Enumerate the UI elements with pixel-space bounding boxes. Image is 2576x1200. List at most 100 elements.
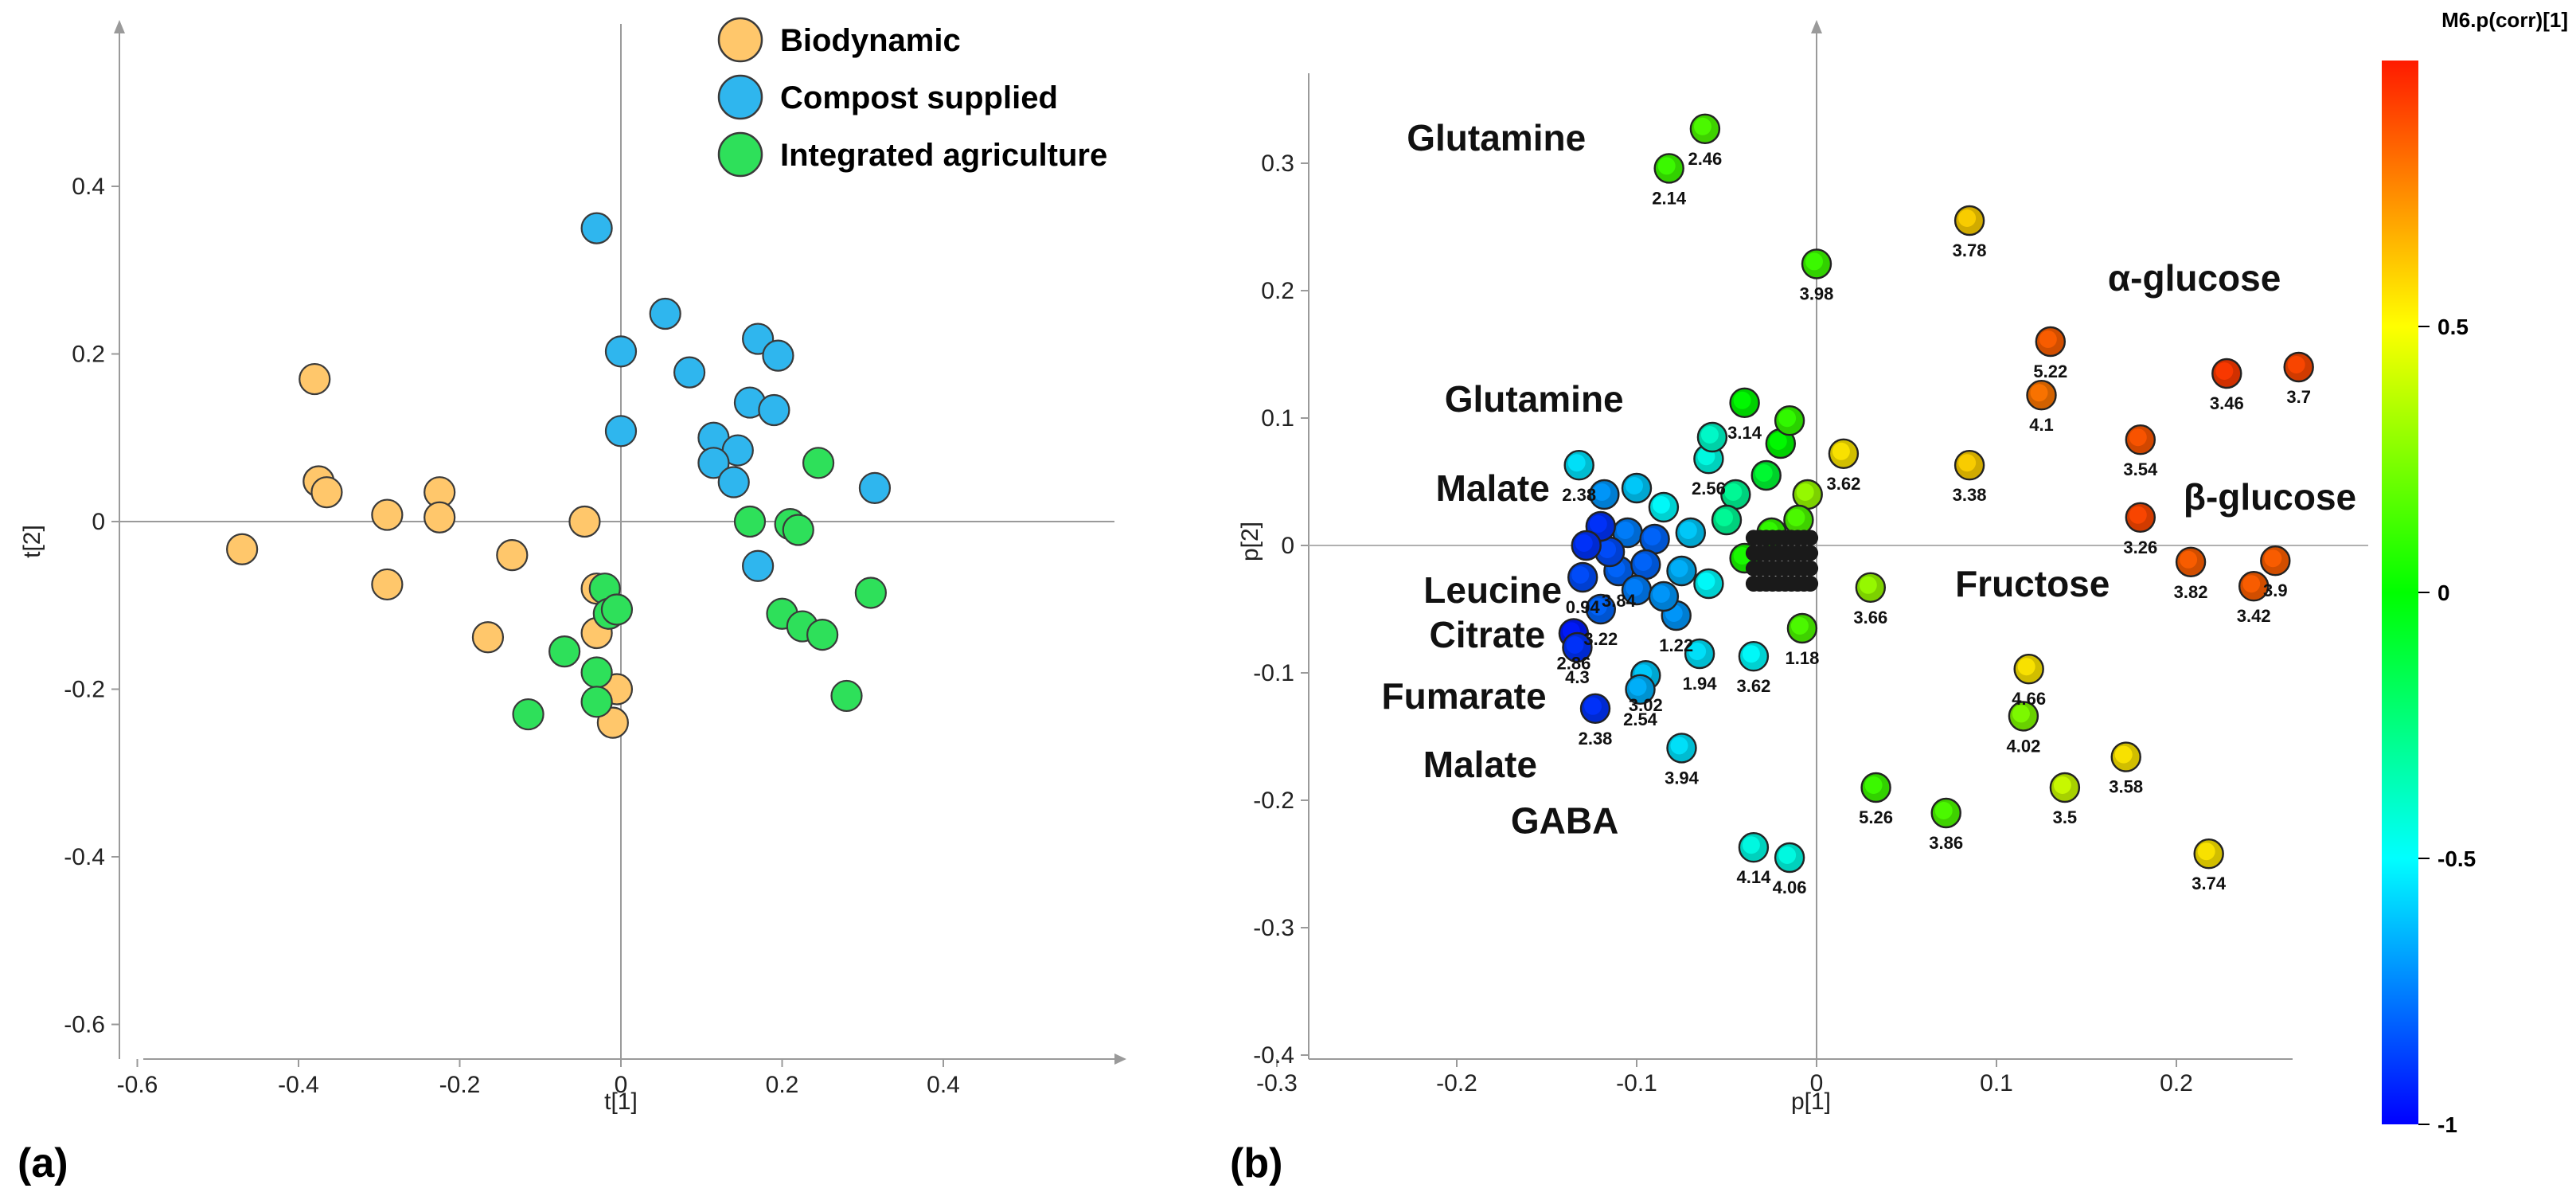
colorbar-tick-label: 0 bbox=[2437, 580, 2450, 605]
cluster-point bbox=[1802, 576, 1819, 592]
point-compost-supplied bbox=[580, 212, 613, 244]
metabolite-label: GABA bbox=[1511, 800, 1618, 842]
point-compost-supplied bbox=[697, 447, 730, 479]
loading-point-highlight bbox=[1652, 496, 1670, 514]
panel-a-y-tick-label: 0.2 bbox=[72, 342, 105, 368]
panel-b-axes: -0.3 -0.2 -0.1 0 0.1 0.2-0.4-0.3-0.2-0.100.10… bbox=[1253, 20, 2368, 1096]
panel-b-x-tick-label: -0.2 bbox=[1436, 1070, 1477, 1096]
loading-point-highlight bbox=[2039, 330, 2057, 348]
panel-b-x-tick-label: 0 bbox=[1810, 1070, 1824, 1096]
loading-point-highlight bbox=[1567, 454, 1586, 472]
loading-point-highlight bbox=[1575, 534, 1593, 552]
panel-b-points bbox=[1558, 113, 2314, 874]
point-compost-supplied bbox=[604, 415, 638, 448]
loading-point-highlight bbox=[2012, 705, 2030, 723]
panel-b-label: (b) bbox=[1230, 1140, 1282, 1186]
loading-point-highlight bbox=[1769, 432, 1787, 450]
loading-point-highlight bbox=[1670, 560, 1688, 577]
loading-point-highlight bbox=[1787, 509, 1805, 526]
panel-a-y-tick-label: -0.6 bbox=[64, 1012, 105, 1038]
panel-a-points bbox=[226, 212, 892, 739]
point-biodynamic bbox=[471, 621, 505, 654]
metabolite-label: Fumarate bbox=[1382, 675, 1547, 717]
panel-a-x-tick-label: -0.4 bbox=[278, 1072, 319, 1098]
loading-point-highlight bbox=[1589, 515, 1607, 533]
point-integrated-agriculture bbox=[733, 505, 767, 538]
panel-b-y-tick-label: -0.3 bbox=[1253, 915, 1294, 941]
ppm-label: 3.14 bbox=[1727, 423, 1762, 443]
loading-point-highlight bbox=[1626, 579, 1643, 596]
loading-point-highlight bbox=[1634, 553, 1653, 571]
ppm-label: 2.46 bbox=[1688, 149, 1722, 169]
loading-point-highlight bbox=[1679, 522, 1697, 539]
loading-point-highlight bbox=[2242, 575, 2261, 593]
ppm-label: 3.7 bbox=[2286, 387, 2311, 407]
loading-point-highlight bbox=[1796, 483, 1814, 501]
ppm-label: 1.18 bbox=[1786, 648, 1820, 668]
ppm-label: 1.94 bbox=[1683, 674, 1718, 694]
panel-b-ppm-labels: 2.462.14 3.98 3.78 5.22 4.1 3.46 3.7 3.54 3.26 3.… bbox=[1556, 149, 2310, 897]
legend-label-integrated-agriculture: Integrated agriculture bbox=[780, 138, 1107, 173]
panel-a-y-tick-label: -0.2 bbox=[64, 677, 105, 703]
loading-point-highlight bbox=[2114, 745, 2133, 764]
panel-a-y-tick-label: 0 bbox=[92, 509, 105, 535]
point-biodynamic bbox=[568, 505, 601, 538]
colorbar-tick-label: 0.5 bbox=[2437, 315, 2469, 339]
ppm-label: 3.38 bbox=[1953, 485, 1987, 505]
loading-point-highlight bbox=[1643, 528, 1661, 545]
legend-marker-compost-supplied bbox=[717, 74, 763, 120]
colorbar-tick-label: -1 bbox=[2437, 1112, 2457, 1137]
ppm-label: 5.22 bbox=[2033, 362, 2067, 381]
ppm-label: 2.56 bbox=[1692, 479, 1726, 498]
panel-b-x-tick-label: 0.1 bbox=[1980, 1070, 2013, 1096]
ppm-label: 4.1 bbox=[2029, 415, 2054, 435]
panel-a-x-tick-label: 0.2 bbox=[766, 1072, 799, 1098]
loading-point-highlight bbox=[2264, 549, 2282, 568]
colorbar-title: M6.p(corr)[1] bbox=[2441, 8, 2568, 32]
cluster-point bbox=[1802, 545, 1819, 561]
point-compost-supplied bbox=[649, 297, 681, 330]
panel-a-axes: -0.6 -0.4 -0.2 0 0.2 0.4 -0.6 -0.4 -0.2 0 0.2 0.4 bbox=[64, 20, 1126, 1098]
ppm-label: 3.54 bbox=[2123, 459, 2158, 479]
panel-a-x-tick-label: -0.6 bbox=[117, 1072, 158, 1098]
panel-b-y-tick-label: -0.1 bbox=[1253, 660, 1294, 686]
panel-a-x-tick-label: 0.4 bbox=[927, 1072, 960, 1098]
loading-point-highlight bbox=[1958, 209, 1977, 227]
ppm-label: 3.5 bbox=[2053, 807, 2078, 827]
ppm-label: 4.66 bbox=[2012, 689, 2046, 709]
point-biodynamic bbox=[299, 362, 331, 396]
loading-point-highlight bbox=[1652, 585, 1670, 603]
loading-point-highlight bbox=[1697, 573, 1715, 590]
point-integrated-agriculture bbox=[806, 618, 839, 651]
loading-point-highlight bbox=[1688, 643, 1707, 660]
point-compost-supplied bbox=[762, 339, 794, 372]
panel-a-x-tick-label: -0.2 bbox=[439, 1072, 481, 1098]
loading-point-highlight bbox=[1700, 426, 1719, 444]
panel-a-x-axis-arrow bbox=[1114, 1053, 1126, 1065]
loading-point-highlight bbox=[1584, 697, 1602, 715]
point-integrated-agriculture bbox=[830, 679, 863, 713]
loading-point-highlight bbox=[1934, 802, 1953, 819]
point-biodynamic bbox=[371, 568, 404, 601]
ppm-label: 2.14 bbox=[1652, 188, 1687, 208]
loading-point-highlight bbox=[1566, 636, 1584, 654]
loading-point-highlight bbox=[1589, 598, 1607, 616]
ppm-label: 3.84 bbox=[1602, 591, 1637, 611]
point-compost-supplied bbox=[758, 393, 790, 427]
legend-marker-biodynamic bbox=[717, 17, 763, 63]
loading-point-highlight bbox=[1616, 522, 1634, 539]
ppm-label: 3.26 bbox=[2123, 537, 2157, 557]
ppm-label: 3.46 bbox=[2210, 393, 2244, 413]
panel-b-y-axis-title: p[2] bbox=[1237, 522, 1263, 561]
colorbar-tick-label: -0.5 bbox=[2437, 846, 2476, 871]
legend-marker-integrated-agriculture bbox=[717, 131, 763, 178]
loading-point-highlight bbox=[2129, 506, 2147, 524]
loading-point-highlight bbox=[2287, 356, 2305, 373]
ppm-label: 3.62 bbox=[1736, 676, 1770, 696]
cluster-point bbox=[1802, 560, 1819, 577]
metabolite-label: Fructose bbox=[1955, 563, 2110, 604]
panel-b-y-tick-label: -0.2 bbox=[1253, 788, 1294, 814]
loading-point-highlight bbox=[1778, 409, 1797, 428]
